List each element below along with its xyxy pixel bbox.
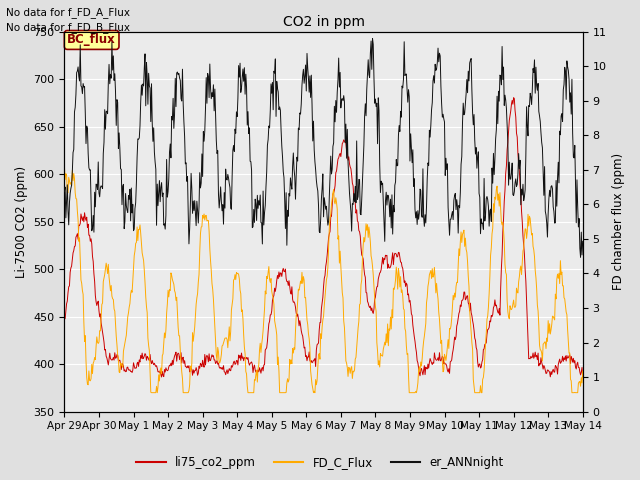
Legend: li75_co2_ppm, FD_C_Flux, er_ANNnight: li75_co2_ppm, FD_C_Flux, er_ANNnight xyxy=(131,452,509,474)
Title: CO2 in ppm: CO2 in ppm xyxy=(283,15,365,29)
Text: BC_flux: BC_flux xyxy=(67,34,116,47)
Text: No data for f_FD_A_Flux: No data for f_FD_A_Flux xyxy=(6,7,131,18)
Text: No data for f_FD_B_Flux: No data for f_FD_B_Flux xyxy=(6,22,131,33)
Y-axis label: FD chamber flux (ppm): FD chamber flux (ppm) xyxy=(612,153,625,290)
Y-axis label: Li-7500 CO2 (ppm): Li-7500 CO2 (ppm) xyxy=(15,166,28,277)
